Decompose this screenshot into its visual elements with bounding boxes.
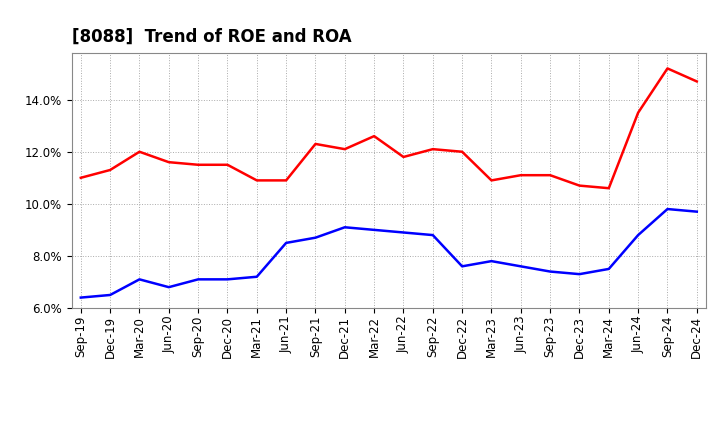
ROE	[341, 147, 349, 152]
ROE	[634, 110, 642, 115]
ROE	[370, 133, 379, 139]
ROE	[546, 172, 554, 178]
ROA	[253, 274, 261, 279]
ROE	[516, 172, 525, 178]
ROA	[282, 240, 290, 246]
ROE	[311, 141, 320, 147]
ROA	[311, 235, 320, 240]
ROE	[253, 178, 261, 183]
ROA	[135, 277, 144, 282]
ROA	[458, 264, 467, 269]
ROA	[106, 292, 114, 297]
ROE	[487, 178, 496, 183]
ROA	[546, 269, 554, 274]
ROA	[341, 225, 349, 230]
ROA	[605, 266, 613, 271]
ROE	[194, 162, 202, 167]
ROE	[663, 66, 672, 71]
ROA	[399, 230, 408, 235]
ROE	[605, 186, 613, 191]
ROA	[194, 277, 202, 282]
ROA	[634, 232, 642, 238]
ROE	[458, 149, 467, 154]
Line: ROE: ROE	[81, 69, 697, 188]
Line: ROA: ROA	[81, 209, 697, 297]
ROE	[106, 167, 114, 172]
ROE	[399, 154, 408, 160]
ROA	[428, 232, 437, 238]
ROA	[575, 271, 584, 277]
ROA	[516, 264, 525, 269]
ROA	[370, 227, 379, 232]
ROA	[223, 277, 232, 282]
ROA	[76, 295, 85, 300]
ROA	[663, 206, 672, 212]
ROE	[575, 183, 584, 188]
ROE	[223, 162, 232, 167]
ROA	[164, 285, 173, 290]
ROE	[135, 149, 144, 154]
ROE	[164, 160, 173, 165]
ROA	[693, 209, 701, 214]
ROE	[428, 147, 437, 152]
ROE	[76, 175, 85, 180]
Legend: ROE, ROA: ROE, ROA	[300, 434, 478, 440]
ROE	[282, 178, 290, 183]
Text: [8088]  Trend of ROE and ROA: [8088] Trend of ROE and ROA	[72, 28, 351, 46]
ROA	[487, 258, 496, 264]
ROE	[693, 79, 701, 84]
